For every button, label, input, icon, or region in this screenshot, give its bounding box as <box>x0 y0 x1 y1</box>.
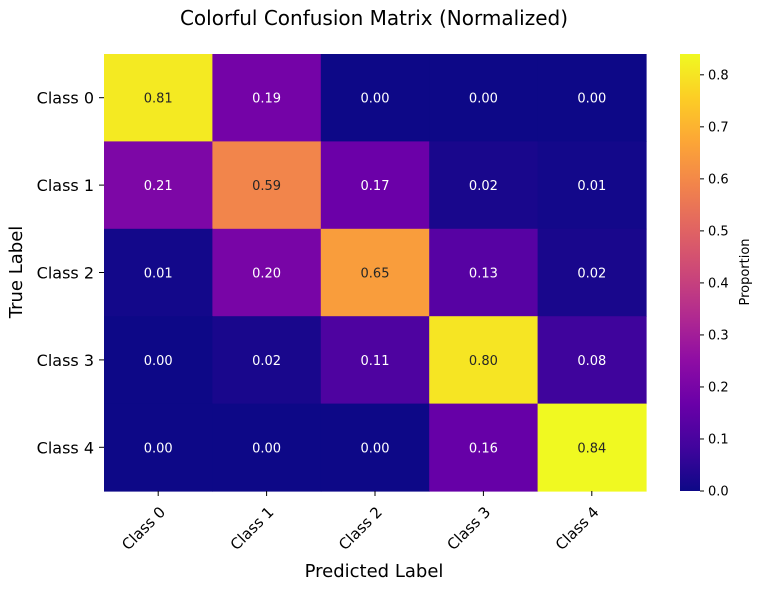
heatmap-cell <box>212 141 322 230</box>
x-tick-label: Class 3 <box>443 503 494 554</box>
colorbar-tick-label: 0.1 <box>708 432 729 447</box>
colorbar-label: Proportion <box>738 238 753 305</box>
cell-value-label: 0.84 <box>577 441 606 456</box>
colorbar-tick-label: 0.8 <box>708 68 729 83</box>
colorbar-tick-label: 0.6 <box>708 172 729 187</box>
y-axis: Class 0 Class 1 Class 2 Class 3 Class 4 <box>37 89 104 457</box>
cell-value-label: 0.00 <box>577 92 606 107</box>
heatmap-cell <box>320 228 430 317</box>
heatmap-cell <box>537 54 647 142</box>
heatmap-cell <box>320 316 430 405</box>
heatmap-cell <box>429 141 539 230</box>
colorbar-tick-label: 0.3 <box>708 328 729 343</box>
heatmap-cell <box>212 54 322 142</box>
cell-value-label: 0.16 <box>469 441 498 456</box>
cell-value-label: 0.02 <box>577 267 606 282</box>
heatmap-cell <box>212 228 322 317</box>
heatmap-cell <box>429 316 539 405</box>
heatmap-cell <box>320 403 430 492</box>
x-tick-label: Class 1 <box>227 503 278 554</box>
y-tick-label: Class 2 <box>37 264 94 283</box>
colorbar-tick-label: 0.4 <box>708 276 729 291</box>
heatmap-cell <box>104 403 213 492</box>
cell-value-label: 0.00 <box>144 354 173 369</box>
cell-value-label: 0.00 <box>469 92 498 107</box>
cell-value-label: 0.81 <box>144 92 173 107</box>
y-tick-label: Class 4 <box>37 438 94 457</box>
heatmap-cell <box>320 141 430 230</box>
x-tick-label: Class 4 <box>552 503 603 554</box>
y-tick-label: Class 3 <box>37 351 94 370</box>
heatmap-cell <box>104 228 213 317</box>
y-tick-label: Class 0 <box>37 89 94 108</box>
heatmap-cell <box>104 141 213 230</box>
heatmap-cell <box>537 403 647 492</box>
y-tick-label: Class 1 <box>37 176 94 195</box>
cell-value-label: 0.01 <box>577 179 606 194</box>
heatmap-cells: 0.81 0.19 0.00 0.00 0.00 0.21 0.59 0.17 0.02 0.01… <box>104 54 647 492</box>
x-axis: Class 0 Class 1 Class 2 Class 3 Class 4 <box>118 491 603 554</box>
colorbar: Proportion 0.0 0.1 0.2 0.3 0.4 0.5 0.6 0.7 0.8 <box>680 54 753 500</box>
cell-value-label: 0.00 <box>252 441 281 456</box>
colorbar-tick-label: 0.0 <box>708 485 729 500</box>
heatmap-cell <box>537 228 647 317</box>
heatmap-cell <box>429 54 539 142</box>
cell-value-label: 0.00 <box>361 441 390 456</box>
heatmap-cell <box>104 54 213 142</box>
heatmap-cell <box>212 316 322 405</box>
cell-value-label: 0.00 <box>144 441 173 456</box>
colorbar-tick-label: 0.7 <box>708 120 729 135</box>
cell-value-label: 0.59 <box>252 179 281 194</box>
x-axis-label: Predicted Label <box>305 561 444 582</box>
cell-value-label: 0.13 <box>469 267 498 282</box>
cell-value-label: 0.20 <box>252 267 281 282</box>
heatmap-cell <box>537 141 647 230</box>
cell-value-label: 0.00 <box>361 92 390 107</box>
colorbar-tick-label: 0.5 <box>708 224 729 239</box>
cell-value-label: 0.19 <box>252 92 281 107</box>
heatmap-cell <box>429 228 539 317</box>
heatmap-cell <box>212 403 322 492</box>
cell-value-label: 0.01 <box>144 267 173 282</box>
cell-value-label: 0.17 <box>361 179 390 194</box>
heatmap-cell <box>320 54 430 142</box>
cell-value-label: 0.11 <box>361 354 390 369</box>
heatmap-cell <box>104 316 213 405</box>
x-tick-label: Class 2 <box>335 503 386 554</box>
cell-value-label: 0.02 <box>469 179 498 194</box>
chart-title: Colorful Confusion Matrix (Normalized) <box>180 6 568 30</box>
colorbar-tick-label: 0.2 <box>708 380 729 395</box>
cell-value-label: 0.21 <box>144 179 173 194</box>
cell-value-label: 0.80 <box>469 354 498 369</box>
cell-value-label: 0.08 <box>577 354 606 369</box>
x-tick-label: Class 0 <box>118 503 169 554</box>
y-axis-label: True Label <box>6 226 27 320</box>
colorbar-gradient <box>680 54 700 491</box>
heatmap-cell <box>429 403 539 492</box>
cell-value-label: 0.65 <box>361 267 390 282</box>
cell-value-label: 0.02 <box>252 354 281 369</box>
heatmap-cell <box>537 316 647 405</box>
